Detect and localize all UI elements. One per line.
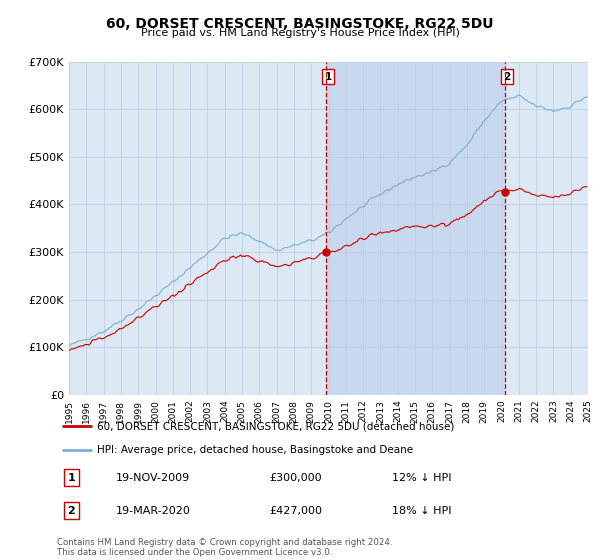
Text: 1: 1 — [325, 72, 332, 82]
Text: 60, DORSET CRESCENT, BASINGSTOKE, RG22 5DU (detached house): 60, DORSET CRESCENT, BASINGSTOKE, RG22 5… — [97, 421, 454, 431]
Text: £300,000: £300,000 — [269, 473, 322, 483]
Text: 19-MAR-2020: 19-MAR-2020 — [115, 506, 190, 516]
Text: Contains HM Land Registry data © Crown copyright and database right 2024.
This d: Contains HM Land Registry data © Crown c… — [57, 538, 392, 557]
Text: HPI: Average price, detached house, Basingstoke and Deane: HPI: Average price, detached house, Basi… — [97, 445, 413, 455]
Text: 19-NOV-2009: 19-NOV-2009 — [115, 473, 190, 483]
Text: 18% ↓ HPI: 18% ↓ HPI — [392, 506, 451, 516]
Text: £427,000: £427,000 — [269, 506, 322, 516]
Text: Price paid vs. HM Land Registry's House Price Index (HPI): Price paid vs. HM Land Registry's House … — [140, 28, 460, 38]
Text: 1: 1 — [68, 473, 76, 483]
Text: 2: 2 — [503, 72, 511, 82]
Text: 2: 2 — [68, 506, 76, 516]
Text: 60, DORSET CRESCENT, BASINGSTOKE, RG22 5DU: 60, DORSET CRESCENT, BASINGSTOKE, RG22 5… — [106, 17, 494, 31]
Text: 12% ↓ HPI: 12% ↓ HPI — [392, 473, 451, 483]
Bar — [326, 62, 505, 395]
